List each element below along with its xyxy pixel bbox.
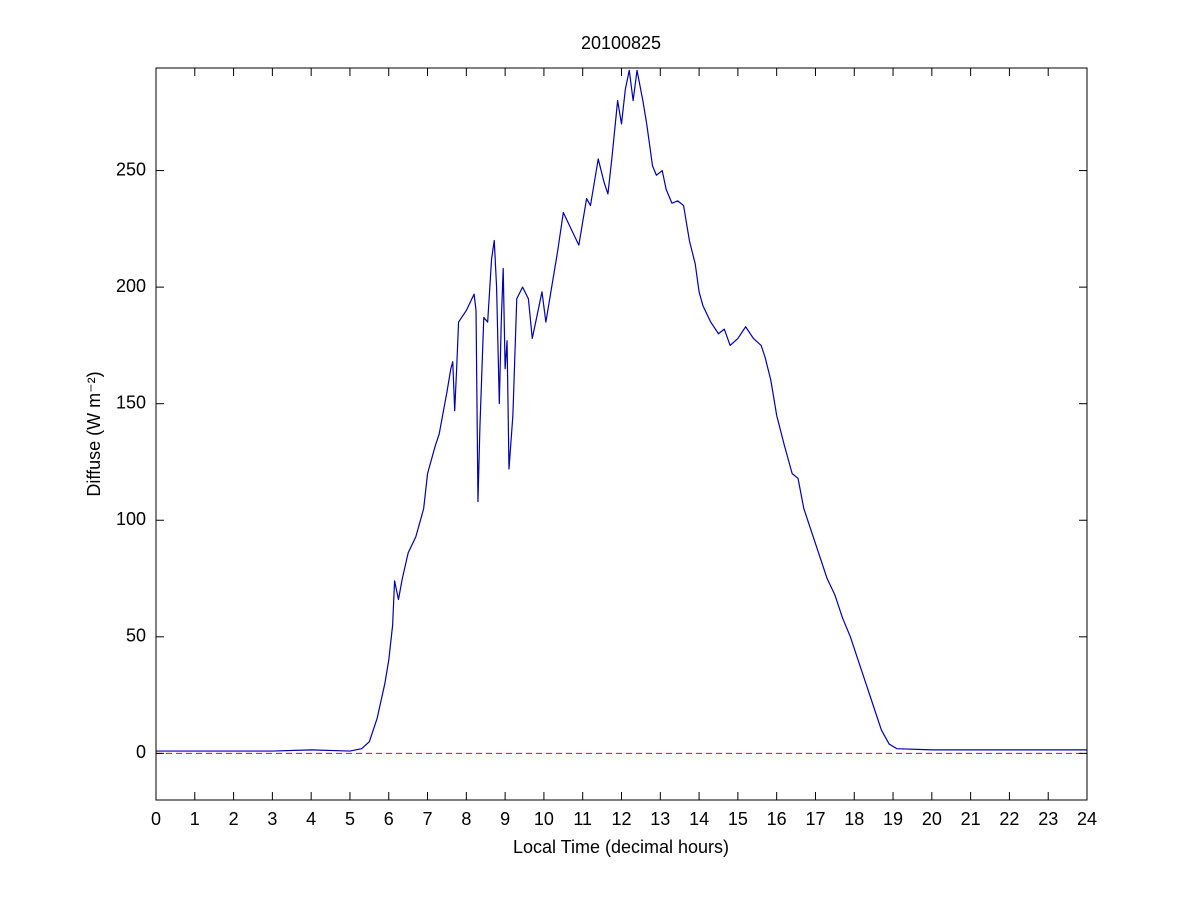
x-tick-label: 16 (767, 809, 787, 829)
x-tick-label: 15 (728, 809, 748, 829)
x-tick-label: 19 (883, 809, 903, 829)
x-tick-label: 1 (190, 809, 200, 829)
y-tick-label: 150 (116, 392, 146, 412)
x-tick-label: 0 (151, 809, 161, 829)
x-tick-label: 7 (423, 809, 433, 829)
x-tick-label: 24 (1077, 809, 1097, 829)
x-tick-label: 6 (384, 809, 394, 829)
x-tick-label: 11 (573, 809, 592, 829)
x-tick-label: 10 (534, 809, 554, 829)
x-tick-label: 23 (1038, 809, 1058, 829)
x-tick-label: 12 (611, 809, 631, 829)
x-tick-label: 13 (650, 809, 670, 829)
y-tick-label: 50 (126, 626, 146, 646)
chart-title: 20100825 (581, 33, 661, 53)
x-tick-label: 14 (689, 809, 709, 829)
x-tick-label: 17 (805, 809, 825, 829)
x-tick-label: 8 (461, 809, 471, 829)
y-tick-label: 250 (116, 159, 146, 179)
x-tick-label: 3 (267, 809, 277, 829)
y-tick-label: 200 (116, 276, 146, 296)
x-tick-label: 2 (229, 809, 239, 829)
data-line (156, 69, 1087, 752)
x-tick-label: 9 (500, 809, 510, 829)
y-axis-label: Diffuse (W m⁻²) (84, 371, 104, 496)
x-tick-label: 20 (922, 809, 942, 829)
x-tick-label: 21 (961, 809, 981, 829)
x-tick-label: 22 (999, 809, 1019, 829)
y-tick-label: 100 (116, 509, 146, 529)
x-tick-label: 4 (306, 809, 316, 829)
x-tick-label: 18 (844, 809, 864, 829)
x-axis-label: Local Time (decimal hours) (513, 837, 729, 857)
y-tick-label: 0 (136, 742, 146, 762)
x-tick-label: 5 (345, 809, 355, 829)
